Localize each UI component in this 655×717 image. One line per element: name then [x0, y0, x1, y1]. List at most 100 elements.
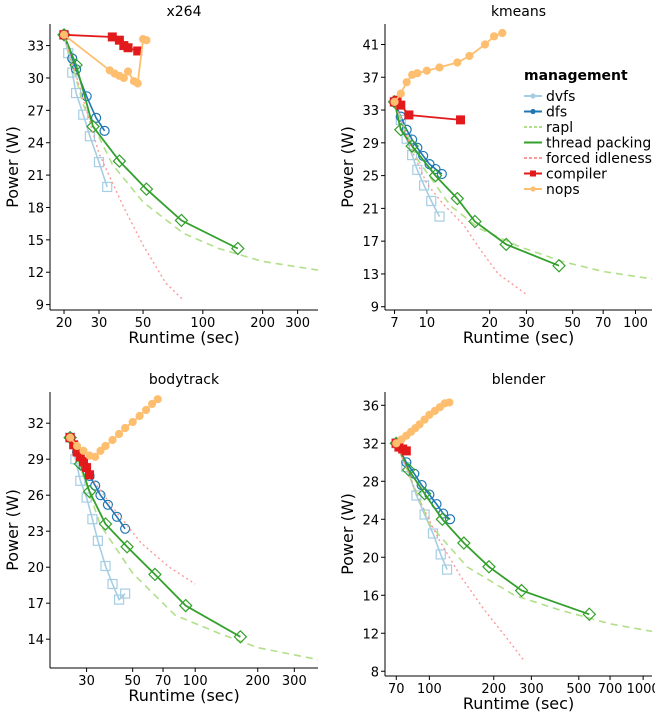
data-point: [120, 588, 131, 599]
y-tick-label: 41: [362, 38, 379, 53]
y-tick-label: 28: [362, 475, 379, 490]
y-tick-label: 21: [362, 202, 379, 217]
series-nops: [66, 395, 162, 461]
y-tick-label: 26: [27, 489, 44, 504]
data-point: [90, 480, 101, 491]
data-point: [436, 168, 447, 180]
series-dvfs: [389, 96, 445, 222]
x-tick-label: 7: [390, 316, 398, 331]
data-point: [174, 213, 189, 228]
y-tick-label: 17: [27, 597, 44, 612]
data-point: [444, 514, 456, 525]
data-point: [390, 97, 399, 106]
y-axis-label: Power (W): [338, 126, 357, 208]
data-point: [405, 139, 419, 153]
data-point: [582, 607, 597, 622]
series-rapl: [395, 442, 653, 633]
y-tick-label: 18: [27, 201, 44, 216]
y-tick-label: 25: [362, 170, 379, 185]
data-point: [468, 214, 482, 229]
data-point: [91, 452, 100, 461]
legend-label: dvfs: [546, 89, 575, 105]
data-point: [420, 415, 429, 424]
series-line: [69, 437, 319, 661]
x-tick-label: 70: [388, 682, 405, 697]
y-tick-label: 27: [27, 104, 44, 119]
x-tick-label: 300: [519, 682, 544, 697]
series-forced-idleness: [393, 101, 527, 295]
y-tick-label: 15: [27, 234, 44, 249]
series-line: [395, 442, 653, 633]
data-point: [85, 470, 95, 480]
x-axis-label: Runtime (sec): [128, 686, 239, 705]
data-point: [120, 523, 131, 534]
data-point: [59, 30, 69, 39]
data-point: [147, 399, 157, 409]
data-point: [435, 549, 446, 560]
x-tick-label: 100: [623, 316, 648, 331]
series-thread-packing: [387, 95, 566, 273]
x-tick-label: 300: [282, 674, 307, 689]
chart-title: kmeans: [491, 4, 546, 20]
data-point: [123, 67, 133, 76]
y-tick-label: 23: [27, 525, 44, 540]
legend-label: nops: [546, 182, 580, 198]
data-point: [445, 398, 454, 407]
y-tick-label: 13: [362, 268, 379, 283]
series-thread-packing: [63, 430, 248, 644]
x-tick-label: 200: [250, 316, 275, 331]
legend-label: compiler: [546, 167, 607, 183]
legend-item-compiler: compiler: [524, 167, 607, 183]
data-point: [128, 417, 137, 427]
data-point: [412, 164, 423, 175]
data-point: [450, 191, 465, 206]
y-tick-label: 33: [362, 104, 379, 119]
data-point: [401, 446, 411, 456]
series-line: [393, 101, 441, 217]
x-tick-label: 30: [78, 674, 95, 689]
data-point: [107, 578, 118, 590]
y-tick-label: 12: [27, 266, 44, 281]
x-tick-label: 50: [124, 674, 141, 689]
y-tick-label: 8: [371, 665, 379, 680]
data-point: [66, 433, 75, 442]
series-rapl: [69, 437, 319, 661]
data-point: [92, 535, 103, 546]
data-point: [422, 66, 431, 75]
y-tick-label: 29: [362, 137, 379, 152]
x-tick-label: 1000: [627, 682, 655, 697]
x-tick-label: 50: [135, 316, 152, 331]
series-rapl: [393, 101, 653, 280]
series-line: [393, 101, 527, 295]
data-point: [100, 560, 111, 572]
series-line: [393, 101, 653, 280]
x-tick-label: 100: [190, 316, 215, 331]
x-tick-label: 300: [285, 316, 310, 331]
data-point: [401, 124, 412, 135]
data-point: [419, 509, 430, 520]
data-point: [413, 69, 422, 78]
data-point: [404, 110, 414, 120]
data-point: [498, 28, 507, 38]
data-point: [401, 463, 416, 477]
data-point: [82, 484, 97, 499]
panel-blender: blender 8 12 16 20 24 28 32 36 70 100 200 300 500 700 1…: [338, 372, 655, 713]
y-tick-label: 32: [362, 437, 379, 452]
series-thread-packing: [57, 27, 245, 256]
y-axis-label: Power (W): [338, 493, 357, 575]
x-tick-label: 30: [91, 316, 108, 331]
data-point: [396, 89, 405, 98]
legend-item-dfs: dfs: [524, 105, 567, 121]
data-point: [499, 237, 514, 252]
x-tick-label: 200: [481, 682, 506, 697]
data-point: [75, 475, 86, 486]
x-tick-label: 70: [155, 674, 172, 689]
data-point: [514, 583, 529, 598]
chart-title: blender: [492, 372, 546, 388]
y-tick-label: 24: [362, 513, 379, 528]
data-point: [453, 58, 462, 67]
data-point: [119, 73, 128, 83]
panel-x264: x264 9 12 15 18 21 24 27 30 33 20 30 50 100 200 300 Runt…: [3, 4, 319, 347]
data-point: [101, 441, 110, 451]
series-thread-packing: [389, 436, 597, 622]
